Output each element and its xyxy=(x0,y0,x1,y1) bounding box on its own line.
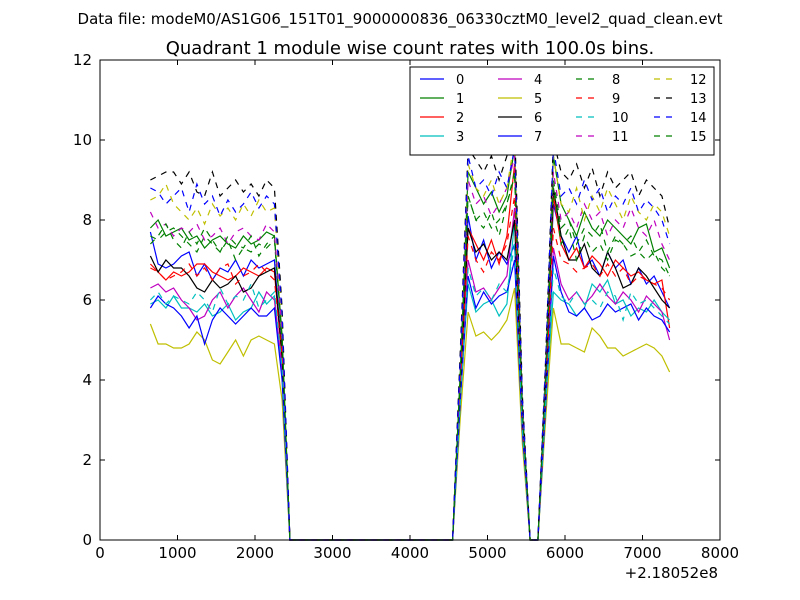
y-tick-label: 12 xyxy=(73,51,92,69)
x-tick-label: 3000 xyxy=(313,544,351,562)
legend-label-1: 1 xyxy=(456,92,464,107)
y-tick-label: 8 xyxy=(82,211,92,229)
legend-label-4: 4 xyxy=(534,73,542,88)
legend-label-5: 5 xyxy=(534,92,542,107)
y-tick-label: 6 xyxy=(82,291,92,309)
x-tick-label: 7000 xyxy=(623,544,661,562)
chart-title: Quadrant 1 module wise count rates with … xyxy=(166,38,655,59)
legend-label-8: 8 xyxy=(612,73,620,88)
x-tick-label: 2000 xyxy=(236,544,274,562)
legend-label-15: 15 xyxy=(690,130,707,145)
x-tick-label: 6000 xyxy=(546,544,584,562)
tick-layer: 0 1000 2000 3000 4000 5000 6000 7000 80000246810… xyxy=(73,51,739,562)
legend-label-9: 9 xyxy=(612,92,620,107)
legend-label-10: 10 xyxy=(612,111,629,126)
legend-label-14: 14 xyxy=(690,111,707,126)
legend-label-0: 0 xyxy=(456,73,464,88)
series-line-15 xyxy=(149,171,671,541)
legend-label-6: 6 xyxy=(534,111,542,126)
y-tick-label: 4 xyxy=(82,371,92,389)
x-tick-label: 5000 xyxy=(468,544,506,562)
x-tick-label: 1000 xyxy=(158,544,196,562)
data-file-label: Data file: modeM0/AS1G06_151T01_90000008… xyxy=(78,10,723,29)
x-tick-label: 4000 xyxy=(391,544,429,562)
y-tick-label: 2 xyxy=(82,451,92,469)
legend-box xyxy=(409,66,715,156)
legend-label-2: 2 xyxy=(456,111,464,126)
legend-label-3: 3 xyxy=(456,130,464,145)
x-tick-label: 0 xyxy=(95,544,105,562)
legend-label-13: 13 xyxy=(690,92,707,107)
legend-label-7: 7 xyxy=(534,130,542,145)
x-offset-label: +2.18052e8 xyxy=(625,564,718,582)
y-tick-label: 10 xyxy=(73,131,92,149)
x-tick-label: 8000 xyxy=(701,544,739,562)
legend-label-11: 11 xyxy=(612,130,629,145)
y-tick-label: 0 xyxy=(82,531,92,549)
legend-label-12: 12 xyxy=(690,73,707,88)
